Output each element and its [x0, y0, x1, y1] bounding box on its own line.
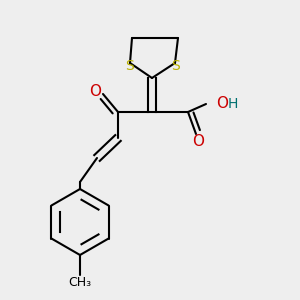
Text: O: O	[216, 97, 228, 112]
Text: O: O	[192, 134, 204, 148]
Text: S: S	[172, 59, 180, 73]
Text: S: S	[124, 59, 134, 73]
Text: O: O	[89, 83, 101, 98]
Text: CH₃: CH₃	[68, 277, 92, 290]
Text: H: H	[228, 97, 238, 111]
